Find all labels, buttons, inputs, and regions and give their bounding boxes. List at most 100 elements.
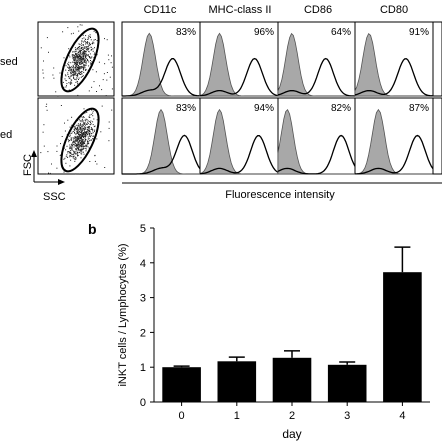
histogram-frame: [432, 97, 442, 175]
scatter-dot: [81, 136, 83, 138]
scatter-dot: [83, 146, 85, 148]
scatter-dot: [90, 37, 91, 38]
scatter-dot: [75, 65, 77, 67]
scatter-dot: [84, 147, 86, 149]
scatter-dot: [79, 44, 81, 46]
scatter-dot: [74, 159, 76, 161]
scatter-dot: [84, 53, 86, 55]
scatter-dot: [74, 47, 76, 49]
scatter-dot: [80, 63, 82, 65]
stained-histogram: [122, 134, 201, 175]
scatter-dot: [67, 74, 69, 76]
scatter-dot: [78, 77, 80, 79]
scatter-dot: [84, 145, 86, 147]
scatter-dot: [76, 55, 78, 57]
scatter-dot: [75, 74, 77, 76]
scatter-dot: [84, 40, 86, 42]
scatter-dot: [69, 70, 71, 72]
scatter-dot: [53, 77, 55, 79]
scatter-dot: [85, 50, 87, 52]
scatter-dot: [75, 67, 77, 69]
scatter-dot: [108, 127, 110, 129]
scatter-dot: [75, 67, 77, 69]
scatter-dot: [63, 147, 65, 149]
scatter-dot: [70, 72, 72, 74]
scatter-dot: [81, 140, 83, 142]
scatter-dot: [71, 66, 73, 68]
scatter-dot: [75, 59, 77, 61]
scatter-dot: [93, 42, 95, 44]
scatter-dot: [73, 59, 75, 61]
scatter-dot: [67, 27, 69, 29]
y-tick-label: 0: [140, 397, 146, 409]
scatter-dot: [80, 66, 82, 68]
scatter-dot: [63, 158, 65, 160]
error-bars: [173, 246, 411, 368]
scatter-dot: [78, 53, 80, 55]
scatter-dot: [70, 82, 72, 84]
scatter-dot: [93, 30, 95, 32]
scatter-dot: [84, 46, 86, 48]
scatter-dot: [89, 133, 91, 135]
scatter-dot: [81, 140, 83, 142]
scatter-dot: [76, 144, 78, 146]
scatter-dot: [75, 55, 77, 57]
scatter-dot: [89, 53, 91, 55]
scatter-dot: [89, 34, 91, 36]
scatter-dot: [77, 61, 79, 63]
scatter-dot: [79, 151, 81, 153]
scatter-dot: [73, 68, 74, 70]
scatter-dot: [83, 128, 85, 130]
scatter-dot: [71, 147, 73, 149]
scatter-dot: [83, 153, 85, 155]
scatter-dot: [81, 58, 83, 60]
scatter-dot: [88, 42, 90, 44]
scatter-dot: [78, 145, 80, 147]
x-ticks: 0 1 2 3 4: [179, 402, 405, 422]
scatter-dot: [82, 46, 84, 48]
scatter-dot: [84, 46, 86, 48]
scatter-dot: [60, 105, 62, 106]
scatter-dot: [92, 129, 94, 131]
scatter-dot: [70, 62, 72, 64]
scatter-dot: [78, 43, 80, 45]
scatter-dot: [78, 79, 79, 80]
scatter-dot: [85, 134, 86, 136]
percentage-label: 83%: [176, 27, 196, 38]
scatter-dot: [70, 70, 72, 72]
marker-label-mhc-class-ii: MHC-class II: [209, 4, 272, 16]
scatter-dot: [78, 65, 80, 66]
scatter-dot: [81, 143, 83, 144]
x-tick-label: 0: [179, 410, 185, 422]
scatter-dot: [83, 131, 85, 133]
scatter-dot: [79, 143, 81, 145]
scatter-dot: [108, 121, 110, 123]
scatter-dots-1: [40, 24, 113, 97]
histogram-grid: 83% 96% 64% 91% 83% 94% 82% 87%: [121, 21, 442, 175]
scatter-dot: [81, 136, 82, 138]
scatter-dot: [63, 86, 65, 88]
scatter-dot: [90, 43, 91, 45]
scatter-dot: [77, 145, 79, 147]
scatter-dot: [81, 40, 83, 42]
scatter-dot: [40, 47, 42, 49]
scatter-dot: [80, 133, 82, 135]
scatter-dots-2: [40, 103, 113, 175]
y-tick-label: 1: [140, 362, 146, 374]
scatter-dot: [69, 135, 71, 137]
scatter-dot: [89, 114, 91, 116]
scatter-dot: [92, 135, 94, 137]
scatter-dot: [94, 160, 96, 162]
scatter-dot: [76, 140, 78, 142]
scatter-dot: [79, 126, 81, 128]
scatter-dot: [101, 105, 103, 107]
scatter-dot: [53, 67, 55, 69]
scatter-dot: [92, 138, 94, 140]
scatter-dot: [70, 151, 72, 153]
scatter-dot: [80, 44, 82, 46]
scatter-dot: [85, 70, 87, 71]
scatter-dot: [82, 132, 84, 134]
y-tick-label: 3: [140, 293, 146, 305]
scatter-dot: [91, 109, 93, 111]
scatter-dot: [81, 52, 83, 54]
